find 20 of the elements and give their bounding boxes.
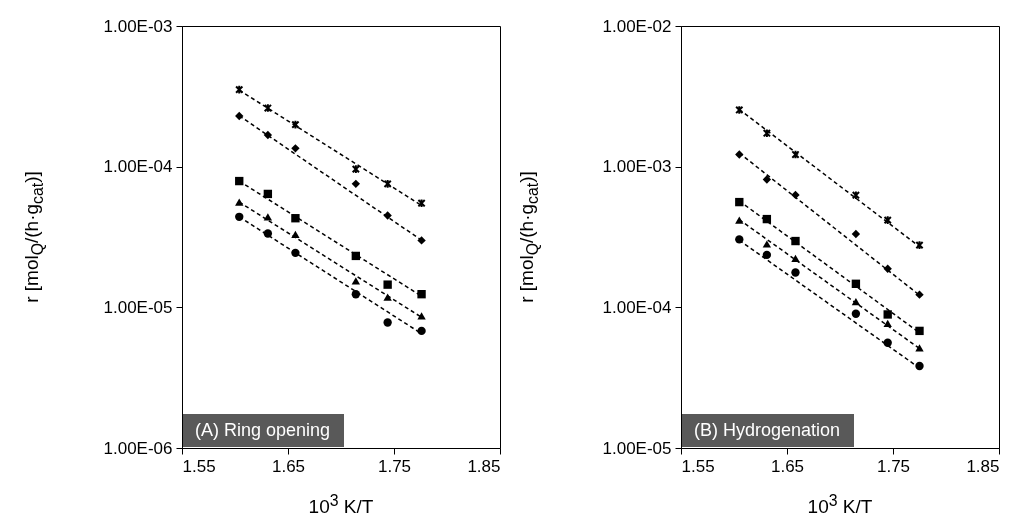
x-tick-label: 1.85 bbox=[467, 456, 501, 476]
x-tick-label: 1.75 bbox=[377, 456, 412, 476]
x-axis-title: 10$^{3}$ K/T bbox=[308, 492, 374, 519]
y-tick-label: 1.00E-03 bbox=[602, 157, 672, 177]
y-tick-label: 1.00E-03 bbox=[103, 16, 173, 36]
x-tick-label: 1.55 bbox=[681, 456, 715, 476]
x-tick-label: 1.75 bbox=[876, 456, 911, 476]
x-axis-title: 10$^{3}$ K/T bbox=[807, 492, 873, 519]
x-tick-label: 1.55 bbox=[182, 456, 216, 476]
y-tick-label: 1.00E-04 bbox=[602, 297, 672, 317]
x-tick-label: 1.85 bbox=[966, 456, 1000, 476]
annotation: (A) Ring opening bbox=[183, 414, 345, 447]
x-tick-label: 1.65 bbox=[271, 456, 306, 476]
y-tick-label: 1.00E-05 bbox=[103, 297, 173, 317]
y-tick-label: 1.00E-06 bbox=[103, 438, 173, 458]
annotation: (B) Hydrogenation bbox=[682, 414, 855, 447]
y-tick-label: 1.00E-02 bbox=[602, 16, 672, 36]
y-tick-label: 1.00E-04 bbox=[103, 157, 173, 177]
x-tick-label: 1.65 bbox=[770, 456, 805, 476]
y-tick-label: 1.00E-05 bbox=[602, 438, 672, 458]
